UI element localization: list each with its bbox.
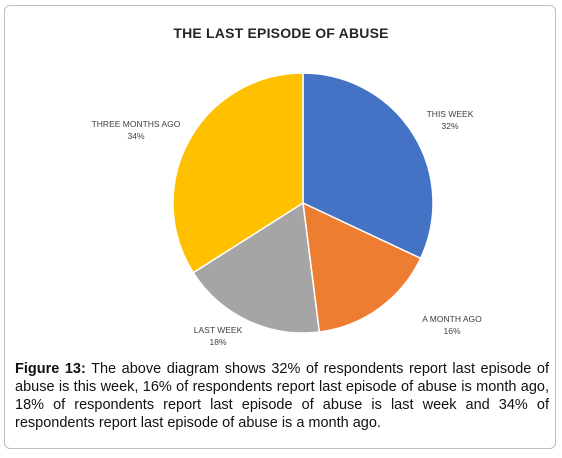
chart-title: THE LAST EPISODE OF ABUSE (173, 25, 389, 41)
pie-slice-this-week (302, 72, 434, 260)
slice-label: THREE MONTHS AGO (92, 119, 181, 129)
slice-label: THIS WEEK (427, 109, 474, 119)
caption-text: The above diagram shows 32% of responden… (15, 361, 549, 431)
slice-value-label: 18% (209, 337, 226, 347)
figure-label: Figure 13: (15, 361, 86, 377)
slice-value-label: 32% (441, 121, 458, 131)
slice-label: A MONTH AGO (422, 314, 482, 324)
slice-label: LAST WEEK (194, 325, 243, 335)
slice-value-label: 16% (443, 326, 460, 336)
figure-caption: Figure 13: The above diagram shows 32% o… (15, 360, 549, 432)
pie-slice-last-week (192, 201, 321, 334)
pie-slice-a-month-ago (302, 201, 422, 333)
pie-slice-three-months-ago (172, 72, 304, 274)
slice-value-label: 34% (127, 131, 144, 141)
